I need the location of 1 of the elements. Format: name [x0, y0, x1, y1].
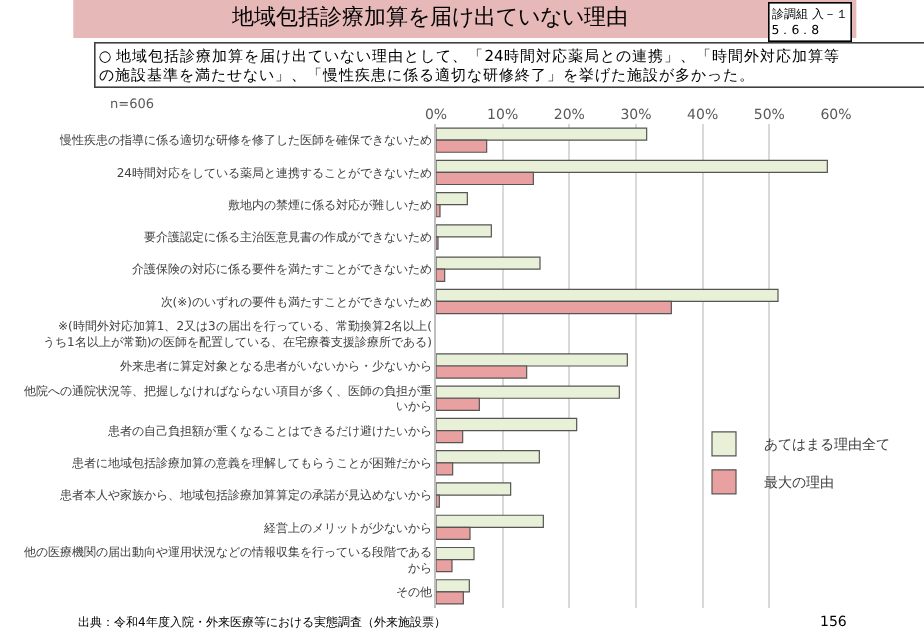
chart-title: 地域包括診療加算を届け出ていない理由	[230, 4, 628, 30]
